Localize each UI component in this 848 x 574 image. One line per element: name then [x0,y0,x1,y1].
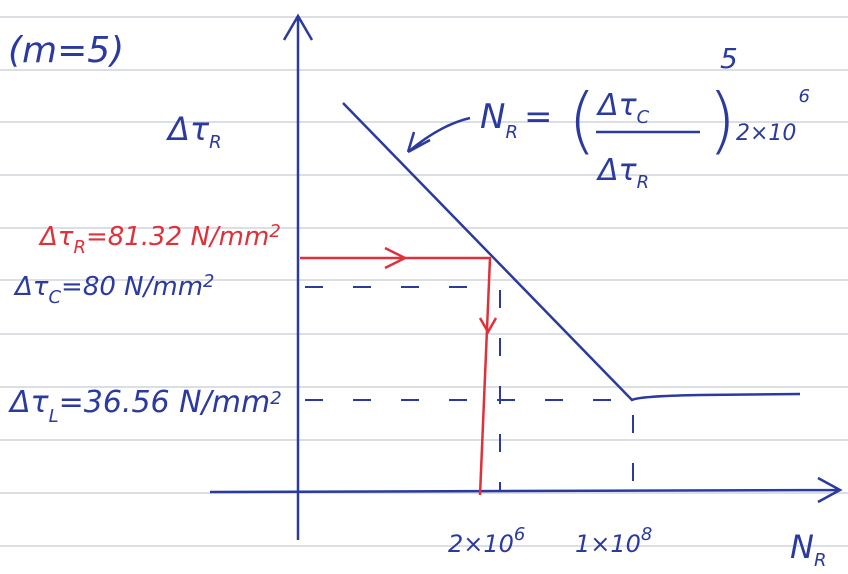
text-part: 8 [641,524,652,545]
stroke: NR = [480,97,552,143]
diagram: (m=5) ΔτR NR NR= ( ) ΔτC ΔτR 5 2×106 ΔτR… [0,0,848,574]
text-part: 6 [798,86,809,107]
text-part: 2 [270,388,281,409]
text-part: L [49,406,59,427]
text-part: 1×10 [575,530,641,558]
level-label: ΔτR=81.32 N/mm2 [38,221,281,258]
text-part: N [790,528,814,566]
y-axis-label: ΔτR [165,110,222,153]
text-part: 2×10 [448,530,514,558]
text-part: Δτ [596,153,638,188]
stroke: 2×106 [736,86,810,146]
formula: NR= ( ) ΔτC ΔτR 5 2×106 [480,42,810,193]
text-part: R [637,172,650,193]
level-label: ΔτL=36.56 N/mm2 [8,385,282,427]
x-tick-label: 2×106 [448,524,525,558]
text-part: Δτ [596,88,638,123]
text-part: R [73,237,86,258]
x-axis-label: NR [790,528,826,571]
pointer-arrow [408,118,470,152]
text-part: R [814,550,827,571]
text-part: Δτ [8,385,50,420]
text-part: C [48,287,61,308]
x-tick-label: 1×108 [575,524,652,558]
text-part: =36.56 N/mm [59,385,271,420]
stroke: ΔτC [596,88,650,128]
text-part: C [637,107,650,128]
text-part: N [480,97,505,137]
stroke [284,16,312,540]
text-part: R [505,122,518,143]
stroke: ΔτR [596,153,649,193]
stroke [210,478,840,502]
red-path [300,248,496,495]
text-part: R [209,132,222,153]
stroke [300,258,490,495]
text-part: Δτ [38,222,74,252]
text-part: 5 [720,42,738,75]
text-part: Δτ [13,272,49,302]
stroke: ( [568,78,596,162]
text-part: =81.32 N/mm [86,222,269,252]
text-part: = [524,97,553,137]
guide-lines [305,287,633,492]
level-label: ΔτC=80 N/mm2 [13,271,214,308]
text-part: 2 [203,271,214,292]
text-part: Δτ [165,110,210,148]
text-part: 2 [269,221,280,242]
text-part: 2×10 [736,121,796,146]
text-part: =80 N/mm [61,272,203,302]
text-part: 6 [514,524,525,545]
stroke: ) [708,78,736,162]
axes [210,16,840,540]
note: (m=5) [8,30,124,71]
